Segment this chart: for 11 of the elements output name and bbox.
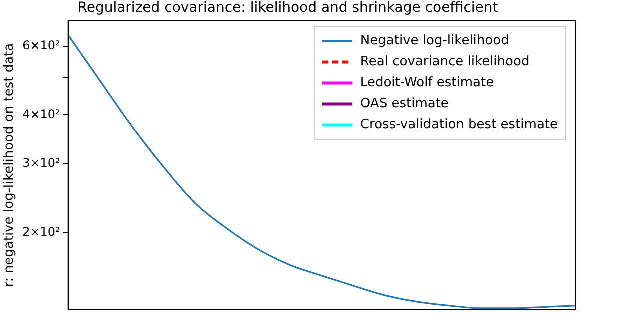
y-tick-label: 2×10² — [22, 224, 61, 239]
legend-label: Real covariance likelihood — [360, 54, 530, 70]
chart-title: Regularized covariance: likelihood and shrinkage coefficient — [78, 0, 499, 16]
legend-label: OAS estimate — [360, 96, 449, 112]
y-tick-label: 4×10² — [22, 107, 61, 122]
y-tick-label: 3×10² — [22, 156, 61, 170]
legend-label: Ledoit-Wolf estimate — [360, 76, 494, 91]
y-axis-title: r: negative log-likelihood on test data — [2, 43, 18, 288]
legend-label: Negative log-likelihood — [360, 34, 510, 49]
legend-label: Cross-validation best estimate — [360, 118, 558, 133]
y-tick-label: 6×10² — [22, 38, 61, 53]
